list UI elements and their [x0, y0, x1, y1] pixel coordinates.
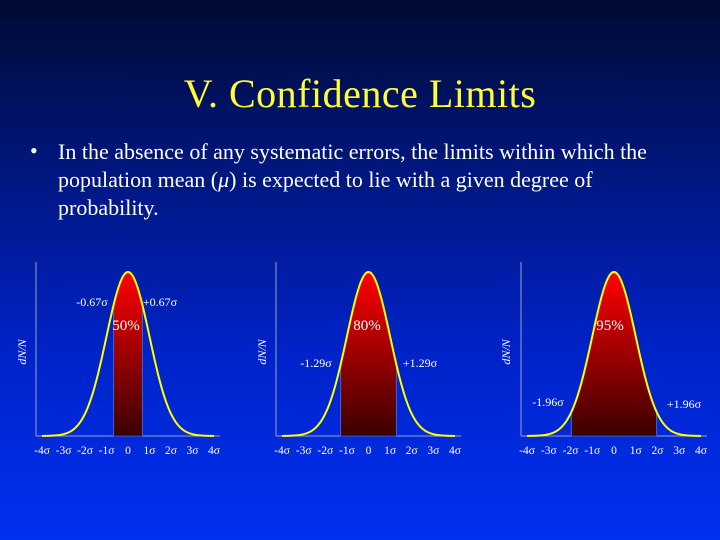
x-tick-label: 1σ: [630, 445, 643, 457]
x-tick-label: 2σ: [165, 445, 178, 457]
x-tick-label: 4σ: [695, 445, 708, 457]
percent-label: 50%: [112, 318, 140, 334]
bullet-text-after: ) is expected to lie with a given degree…: [58, 167, 593, 220]
x-tick-label: 3σ: [427, 445, 440, 457]
x-tick-label: -4σ: [274, 445, 291, 457]
y-axis-label: dN/N: [255, 338, 269, 364]
y-axis-label: dN/N: [15, 338, 29, 364]
bullet-text: In the absence of any systematic errors,…: [58, 138, 698, 222]
x-tick-label: -3σ: [56, 445, 73, 457]
x-tick-label: -1σ: [99, 445, 116, 457]
x-tick-label: 1σ: [144, 445, 157, 457]
x-tick-label: 4σ: [449, 445, 462, 457]
x-tick-label: -2σ: [563, 445, 580, 457]
gaussian-curve: [282, 270, 455, 437]
x-tick-label: 4σ: [208, 445, 221, 457]
upper-limit-label: +0.67σ: [143, 295, 178, 309]
bullet-marker: •: [30, 138, 38, 163]
x-tick-label: -2σ: [317, 445, 334, 457]
confidence-region: [340, 271, 397, 437]
x-tick-label: -4σ: [519, 445, 536, 457]
x-tick-label: 2σ: [406, 445, 419, 457]
x-tick-label: -1σ: [584, 445, 601, 457]
gaussian-curve: [42, 270, 214, 437]
mu-symbol: μ: [218, 167, 230, 192]
percent-label: 80%: [353, 318, 381, 334]
confidence-region: [113, 271, 143, 437]
bullet-text-before: In the absence of any systematic errors,…: [58, 139, 647, 192]
x-tick-label: 0: [611, 445, 617, 457]
lower-limit-label: -1.29σ: [300, 356, 332, 370]
x-tick-label: 0: [125, 445, 131, 457]
y-axis-label: dN/N: [499, 338, 513, 364]
lower-limit-label: -0.67σ: [76, 295, 108, 309]
slide-title: V. Confidence Limits: [183, 71, 537, 116]
x-tick-label: 1σ: [384, 445, 397, 457]
upper-limit-label: +1.96σ: [667, 397, 702, 411]
x-tick-label: -3σ: [296, 445, 313, 457]
upper-limit-label: +1.29σ: [403, 356, 438, 370]
gaussian-curve: [527, 270, 701, 437]
x-tick-label: 2σ: [652, 445, 665, 457]
x-tick-label: -1σ: [339, 445, 356, 457]
x-tick-label: 3σ: [187, 445, 200, 457]
x-tick-label: -2σ: [77, 445, 94, 457]
x-tick-label: -4σ: [34, 445, 51, 457]
lower-limit-label: -1.96σ: [532, 395, 564, 409]
x-tick-label: -3σ: [541, 445, 558, 457]
percent-label: 95%: [596, 318, 624, 334]
confidence-region: [570, 271, 658, 437]
x-tick-label: 0: [366, 445, 372, 457]
x-tick-label: 3σ: [673, 445, 686, 457]
